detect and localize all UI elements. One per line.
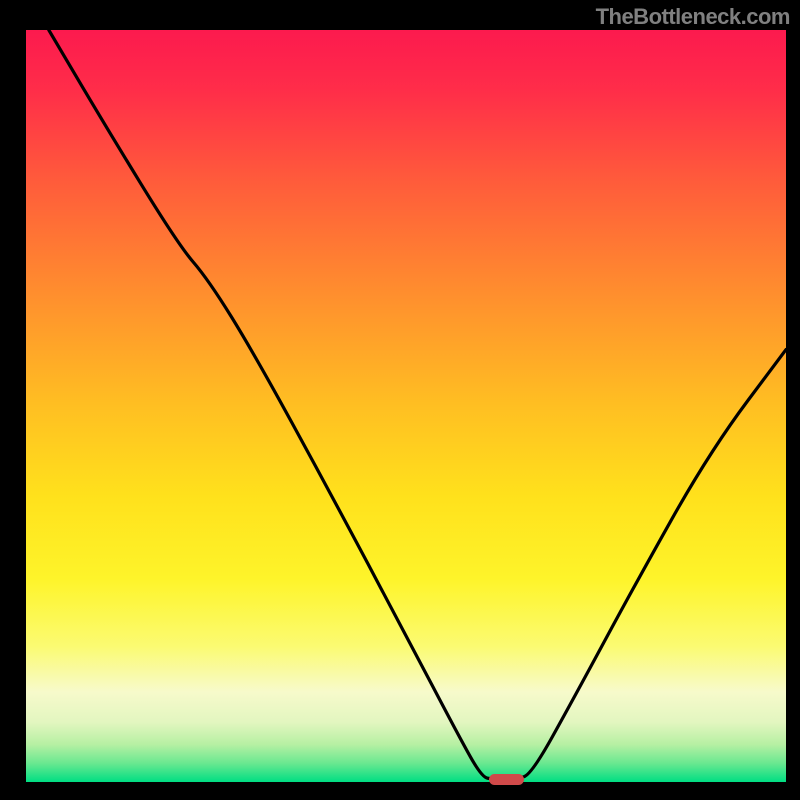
chart-frame: TheBottleneck.com <box>0 0 800 800</box>
watermark-text: TheBottleneck.com <box>596 4 790 30</box>
plot-area <box>26 30 786 782</box>
optimal-marker <box>489 774 524 785</box>
bottleneck-curve <box>26 30 786 782</box>
